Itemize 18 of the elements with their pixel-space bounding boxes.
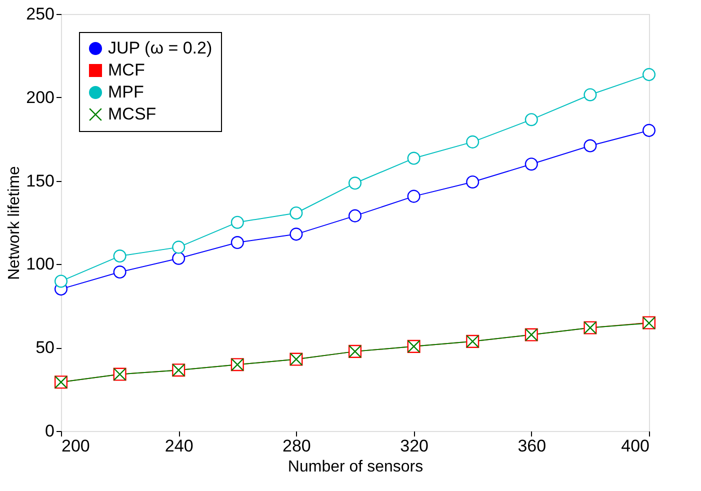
x-tick-label: 280 — [282, 436, 311, 456]
y-tick-label: 0 — [45, 422, 54, 440]
x-tick-label: 400 — [621, 436, 650, 456]
y-tick-label: 50 — [36, 338, 54, 358]
x-tick-label: 240 — [164, 436, 194, 456]
y-axis-title: Network lifetime — [6, 166, 24, 280]
y-tick-label: 150 — [26, 171, 54, 190]
y-tick-label: 100 — [26, 254, 54, 274]
y-tick-label: 250 — [26, 4, 54, 24]
x-axis-title: Number of sensors — [288, 458, 424, 476]
legend-label: JUP (ω = 0.2) — [108, 38, 212, 58]
y-tick-label: 200 — [26, 88, 54, 107]
legend-label: MCF — [108, 60, 145, 80]
legend-label: MCSF — [108, 104, 156, 124]
x-tick-label: 360 — [518, 436, 546, 456]
x-tick-label: 200 — [62, 436, 90, 456]
x-tick-label: 320 — [400, 436, 428, 456]
legend-label: MPF — [108, 82, 144, 102]
